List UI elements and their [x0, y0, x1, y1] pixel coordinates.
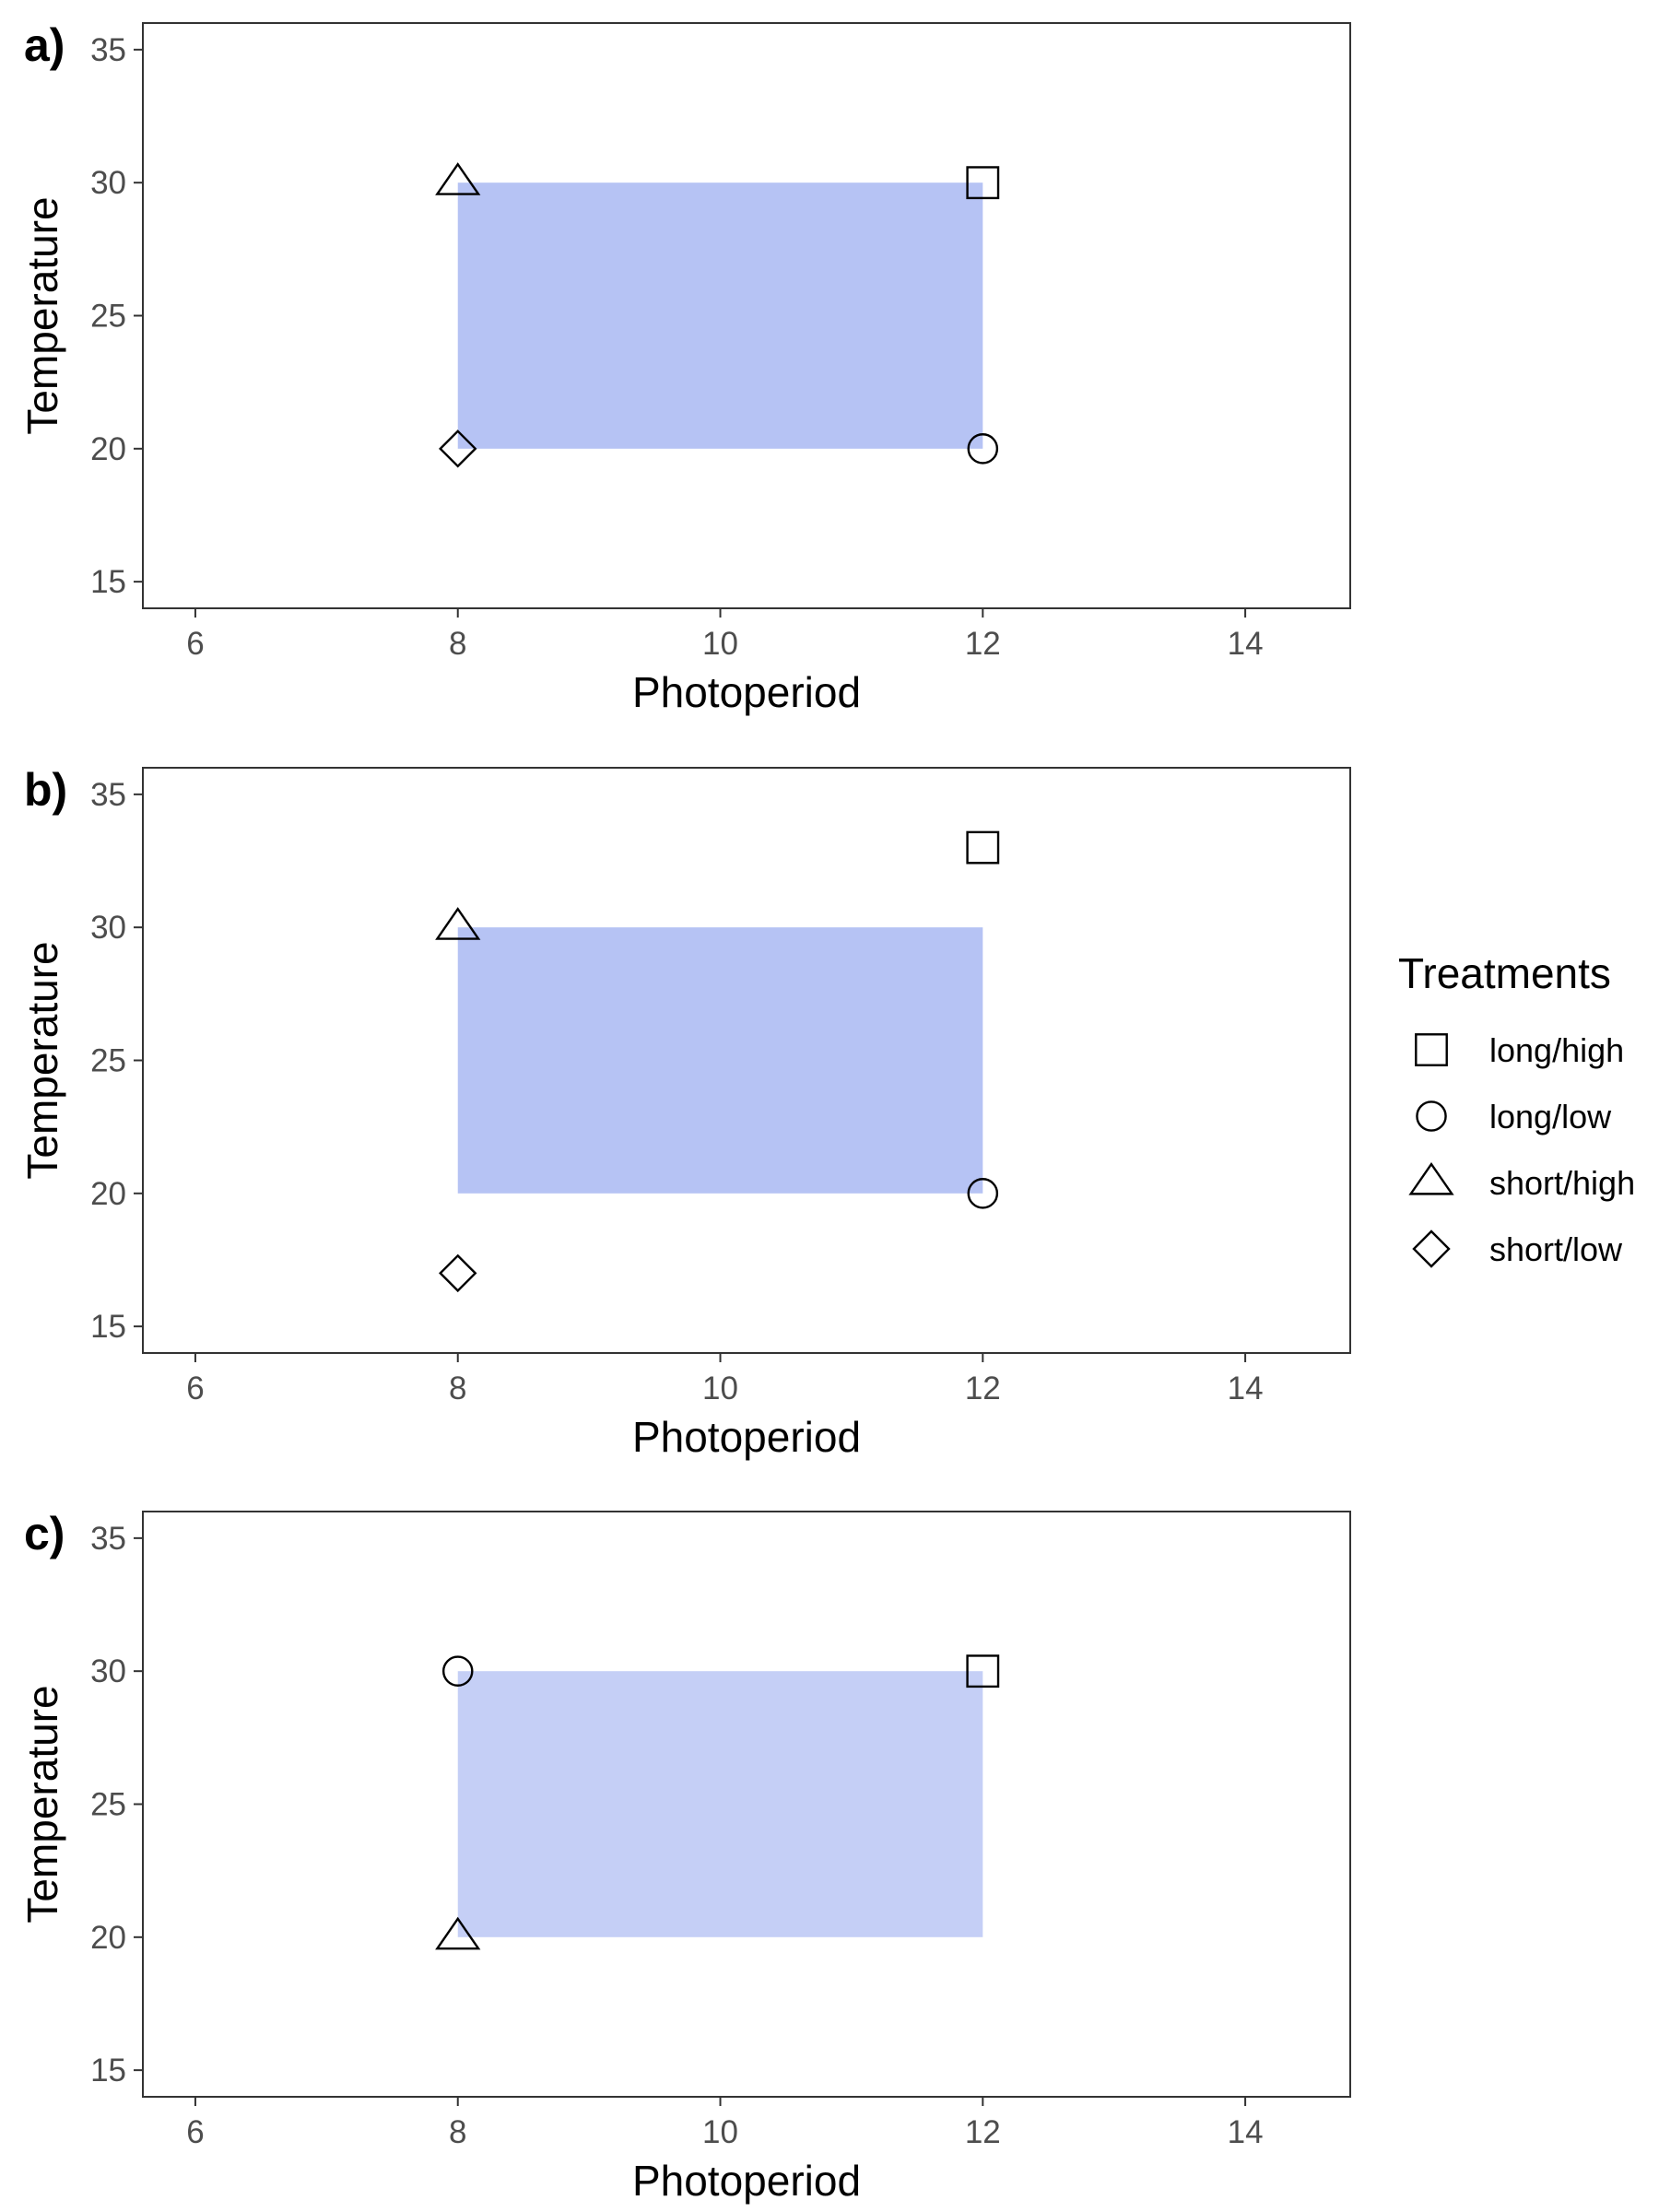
data-point-triangle [435, 1916, 481, 1950]
shaded-region [457, 182, 983, 449]
legend-key-triangle [1408, 1161, 1454, 1195]
y-tick-label: 35 [90, 777, 126, 813]
y-tick-label: 20 [90, 431, 126, 467]
legend-key-square [1415, 1033, 1448, 1066]
chart-panel: a) 15 20 25 30 35 6 8 10 12 14 Photoperiod Temperatu… [18, 19, 1351, 716]
x-axis-title: Photoperiod [632, 1413, 861, 1461]
data-point-diamond [439, 1253, 477, 1293]
y-tick-label: 35 [90, 32, 126, 68]
shaded-region [457, 927, 983, 1194]
y-tick-label: 25 [90, 1787, 126, 1823]
x-tick-label: 10 [702, 1371, 738, 1406]
legend-item: short/high [1408, 1161, 1635, 1202]
panel-label: b) [24, 764, 67, 816]
legend-item: short/low [1412, 1230, 1623, 1268]
y-tick-label: 30 [90, 910, 126, 946]
legend-title: Treatments [1398, 949, 1611, 997]
legend: Treatments long/high long/low short/high sho… [1398, 949, 1635, 1268]
data-point-circle [967, 1178, 999, 1209]
legend-item: long/high [1415, 1031, 1624, 1069]
x-tick-label: 8 [449, 1371, 466, 1406]
data-point-triangle [435, 162, 481, 195]
x-tick-label: 8 [449, 2114, 466, 2150]
chart-panel: c) 15 20 25 30 35 6 8 10 12 14 Photoperiod Temperatu… [18, 1508, 1351, 2205]
data-point-circle [441, 1655, 474, 1687]
data-point-circle [967, 433, 999, 465]
y-axis-title: Temperature [18, 1685, 66, 1923]
data-point-square [966, 1654, 1000, 1688]
x-axis-title: Photoperiod [632, 2157, 861, 2205]
legend-label: long/high [1489, 1031, 1624, 1069]
x-tick-label: 12 [965, 2114, 1001, 2150]
y-tick-label: 20 [90, 1920, 126, 1956]
y-axis-title: Temperature [18, 941, 66, 1179]
data-point-square [966, 830, 1000, 865]
x-tick-label: 8 [449, 626, 466, 662]
legend-key-circle [1416, 1100, 1447, 1132]
y-tick-label: 20 [90, 1176, 126, 1212]
y-tick-label: 15 [90, 1309, 126, 1345]
x-tick-label: 14 [1228, 1371, 1264, 1406]
x-tick-label: 6 [186, 2114, 204, 2150]
y-tick-label: 35 [90, 1521, 126, 1557]
y-tick-label: 15 [90, 2053, 126, 2088]
x-tick-label: 14 [1228, 626, 1264, 662]
x-tick-label: 12 [965, 1371, 1001, 1406]
chart-panel: b) 15 20 25 30 35 6 8 10 12 14 Photoperiod Temperatu… [18, 764, 1351, 1461]
panel-label: a) [24, 19, 65, 71]
x-tick-label: 14 [1228, 2114, 1264, 2150]
x-tick-label: 6 [186, 626, 204, 662]
y-tick-label: 15 [90, 564, 126, 600]
x-tick-label: 12 [965, 626, 1001, 662]
legend-label: short/low [1489, 1230, 1623, 1268]
y-tick-label: 25 [90, 1043, 126, 1079]
y-tick-label: 25 [90, 299, 126, 335]
panel-label: c) [24, 1508, 65, 1559]
legend-item: long/low [1416, 1098, 1612, 1135]
x-tick-label: 10 [702, 626, 738, 662]
shaded-region [457, 1671, 983, 1937]
y-axis-title: Temperature [18, 196, 66, 434]
x-tick-label: 6 [186, 1371, 204, 1406]
data-point-square [966, 166, 1000, 200]
legend-key-diamond [1412, 1230, 1451, 1268]
x-tick-label: 10 [702, 2114, 738, 2150]
legend-label: long/low [1489, 1098, 1612, 1135]
y-tick-label: 30 [90, 1653, 126, 1689]
legend-label: short/high [1489, 1164, 1635, 1202]
x-axis-title: Photoperiod [632, 668, 861, 716]
data-point-diamond [439, 429, 477, 468]
data-point-triangle [435, 907, 481, 940]
y-tick-label: 30 [90, 165, 126, 201]
